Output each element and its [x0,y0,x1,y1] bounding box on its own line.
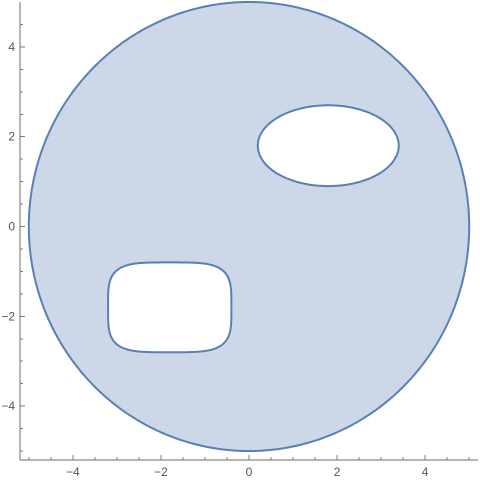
x-tick-label-0: −4 [66,465,80,479]
rounded-square-hole-boundary [107,261,233,354]
filled-region [27,0,471,453]
x-tick-label-3: 2 [334,465,341,479]
y-tick-labels: 4 2 0 −2 −4 [1,40,15,413]
y-tick-label-4: −4 [1,399,15,413]
x-tick-label-2: 0 [246,465,253,479]
y-tick-label-0: 4 [8,40,15,54]
axis-ticks [20,23,470,460]
y-tick-label-1: 2 [8,130,15,144]
x-tick-label-4: 4 [422,465,429,479]
x-tick-label-1: −2 [154,465,168,479]
y-tick-label-3: −2 [1,309,15,323]
x-tick-labels: −4 −2 0 2 4 [66,465,429,479]
ellipse-hole-boundary [256,104,400,188]
region-fill [28,2,470,452]
outer-circle-boundary [27,0,471,453]
y-tick-label-2: 0 [8,220,15,234]
